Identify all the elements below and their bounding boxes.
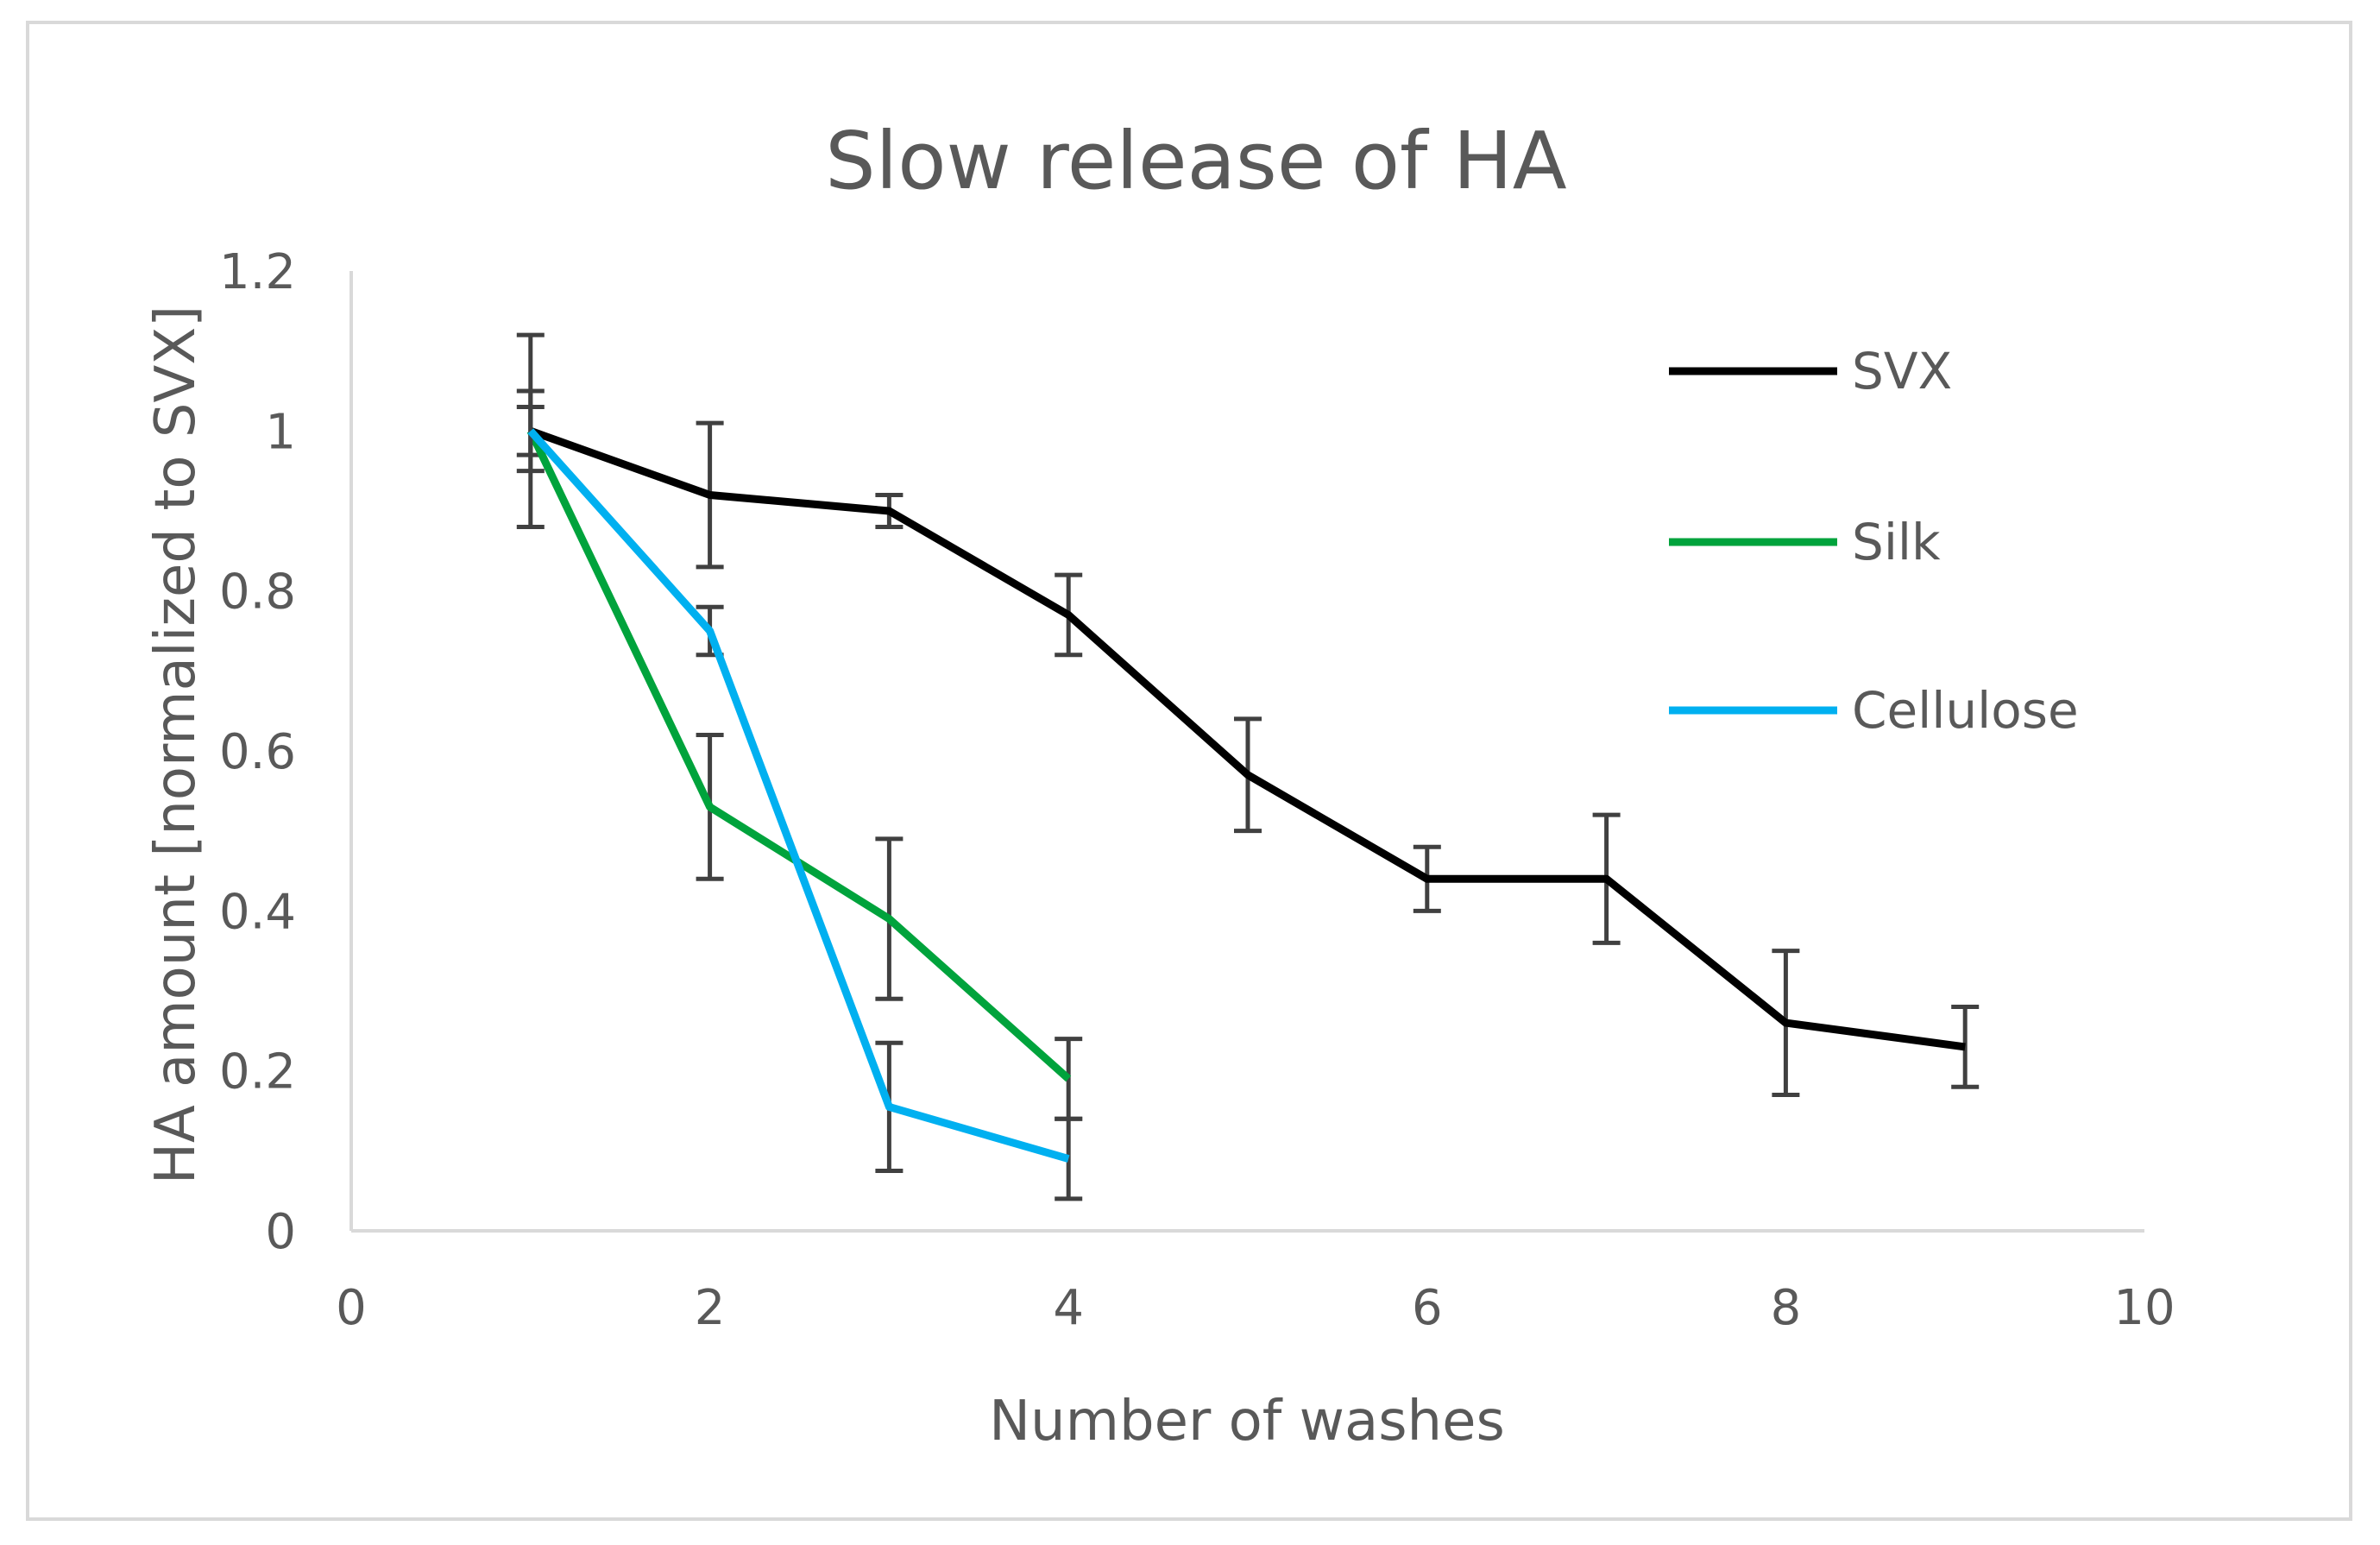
legend-label: Silk: [1852, 513, 1941, 571]
y-tick-label: 0: [265, 1204, 296, 1260]
y-tick-label: 0.4: [219, 884, 296, 940]
x-tick-label: 0: [336, 1280, 367, 1336]
x-tick-label: 8: [1771, 1280, 1802, 1336]
x-axis-title: Number of washes: [989, 1390, 1505, 1454]
legend-label: SVX: [1852, 342, 1952, 400]
x-tick-label: 10: [2113, 1280, 2175, 1336]
y-tick-label: 1.2: [219, 244, 296, 300]
legend-item-silk: Silk: [1669, 513, 1941, 571]
series-line-svx: [529, 427, 1966, 1051]
y-tick-label: 0.6: [219, 724, 296, 780]
axes: [349, 271, 2144, 1233]
y-tick-labels: 0 0.2 0.4 0.6 0.8 1 1.2: [219, 244, 296, 1260]
chart-title: Slow release of HA: [825, 115, 1567, 207]
series-line-cellulose: [527, 428, 1070, 1163]
x-tick-labels: 0 2 4 6 8 10: [336, 1280, 2175, 1336]
legend-label: Cellulose: [1852, 681, 2079, 740]
y-tick-label: 0.2: [219, 1044, 296, 1100]
x-tick-label: 2: [695, 1280, 726, 1336]
series-cellulose: [516, 388, 1083, 1201]
y-tick-label: 0.8: [219, 564, 296, 621]
y-tick-label: 1: [265, 404, 296, 460]
chart-svg: Slow release of HA 0 2 4 6 8 10 0 0.2 0.4 0.6 0.8…: [144, 115, 2175, 1454]
series-layer: [516, 332, 1980, 1201]
series-svx: [516, 332, 1980, 1097]
series-line-silk: [526, 429, 1072, 1082]
legend-item-cellulose: Cellulose: [1669, 681, 2079, 740]
error-bars-svx: [516, 332, 1980, 1097]
x-tick-label: 4: [1053, 1280, 1084, 1336]
chart-frame: Slow release of HA 0 2 4 6 8 10 0 0.2 0.4 0.6 0.8…: [26, 21, 2352, 1521]
x-tick-label: 6: [1412, 1280, 1443, 1336]
legend: SVX Silk Cellulose: [1669, 342, 2079, 740]
y-axis-title: HA amount [normalized to SVX]: [144, 306, 208, 1184]
legend-item-svx: SVX: [1669, 342, 1952, 400]
